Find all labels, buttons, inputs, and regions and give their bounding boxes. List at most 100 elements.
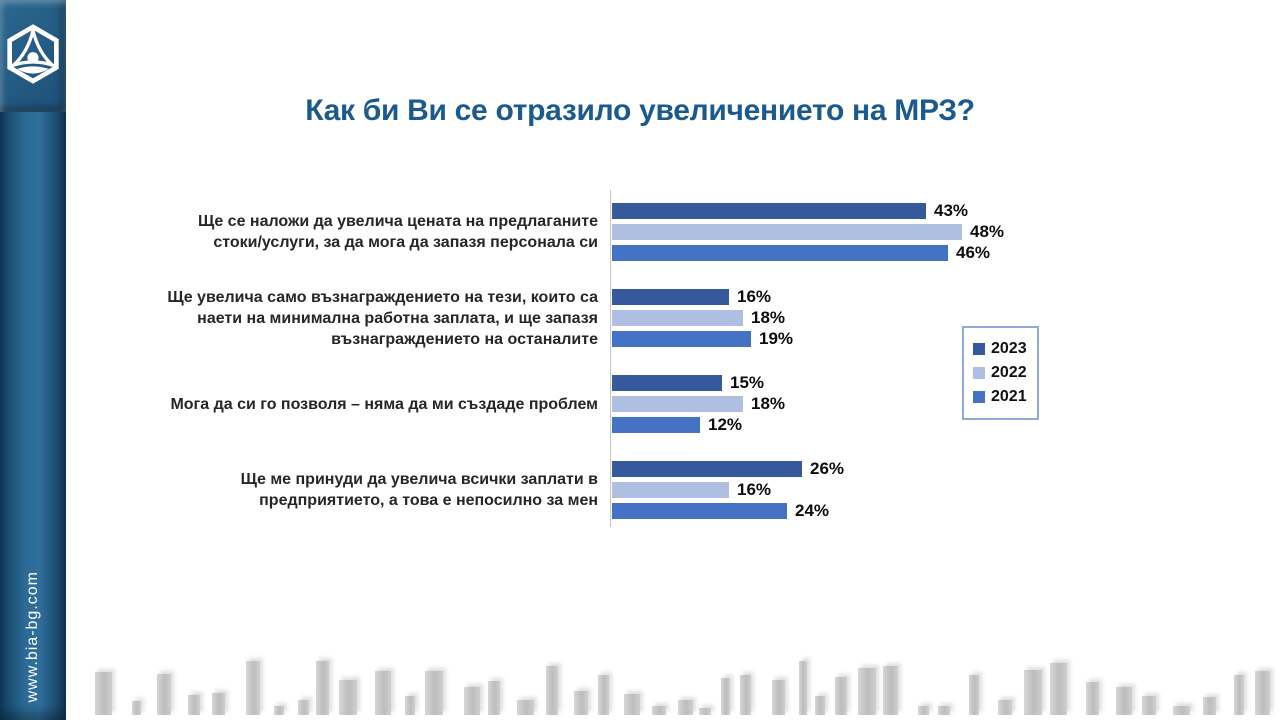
skyline-bar	[375, 671, 391, 715]
bar-value-label: 46%	[956, 243, 991, 262]
skyline-bar	[574, 691, 588, 715]
bar-value-label: 48%	[970, 222, 1005, 241]
skyline-bar	[1050, 663, 1067, 715]
bar-value-label: 24%	[795, 501, 830, 520]
bar-value-label: 18%	[751, 308, 786, 327]
skyline-bar	[1203, 697, 1216, 715]
skyline-bar	[95, 672, 112, 715]
bar-group: 43% 48% 46%	[612, 201, 1005, 262]
chart-legend: 2023 2022 2021	[962, 326, 1039, 420]
skyline-bar	[883, 666, 898, 715]
bar-row: 15%	[612, 373, 785, 392]
skyline-bar	[1255, 671, 1270, 715]
bar-row: 46%	[612, 243, 1004, 262]
skyline-bar	[188, 695, 200, 715]
bar-chart: Ще се наложи да увелича цената на предла…	[150, 190, 1050, 535]
legend-label: 2022	[991, 364, 1027, 381]
skyline-bar	[546, 666, 558, 715]
bar-row: 24%	[612, 501, 844, 520]
skyline-bar	[1142, 696, 1156, 715]
skyline-bar	[425, 671, 443, 715]
skyline-bar	[464, 687, 480, 715]
bar-value-label: 16%	[737, 480, 772, 499]
bar-value-label: 12%	[708, 415, 743, 434]
bar-row: 26%	[612, 459, 845, 478]
bar-2022	[612, 482, 729, 498]
bar-group: 26% 16% 24%	[612, 459, 845, 520]
legend-label: 2023	[991, 340, 1027, 357]
skyline-bar	[799, 661, 807, 715]
skyline-bar	[339, 680, 357, 715]
bar-value-label: 15%	[730, 373, 765, 392]
skyline-bar	[740, 675, 751, 715]
legend-entry: 2022	[973, 363, 1027, 383]
skyline-bar	[938, 706, 950, 715]
bar-2021	[612, 331, 751, 347]
legend-label: 2021	[991, 388, 1027, 405]
skyline-bar	[488, 681, 500, 715]
legend-entry: 2021	[973, 387, 1027, 407]
bar-row: 18%	[612, 308, 793, 327]
skyline-bar	[624, 694, 640, 715]
bar-2022	[612, 396, 743, 412]
bar-2022	[612, 310, 743, 326]
skyline-bar	[274, 706, 284, 715]
skyline-bar	[298, 700, 309, 715]
bar-row: 18%	[612, 394, 786, 413]
skyline-bar	[815, 696, 825, 715]
sidebar-url-text: www.bia-bg.com	[24, 570, 41, 702]
chart-group: Ще се наложи да увелича цената на предла…	[150, 201, 1050, 262]
skyline-bar	[212, 693, 225, 715]
logo-block	[0, 0, 66, 112]
bar-row: 16%	[612, 287, 793, 306]
chart-group: Ще увелича само възнаграждението на тези…	[150, 287, 1050, 348]
page-title: Как би Ви се отразило увеличението на МР…	[305, 94, 975, 127]
skyline-bar	[858, 668, 876, 715]
category-label: Мога да си го позволя – няма да ми създа…	[170, 395, 598, 413]
skyline-bar	[405, 696, 415, 715]
category-label: Ще увелича само възнаграждението на тези…	[167, 288, 598, 348]
skyline-bar	[835, 677, 847, 715]
skyline-bar	[598, 675, 609, 715]
skyline-bar	[772, 680, 785, 715]
legend-swatch-icon	[973, 343, 985, 355]
skyline-bar	[246, 661, 260, 715]
legend-swatch-icon	[973, 391, 985, 403]
bar-row: 16%	[612, 480, 844, 499]
bar-2023	[612, 461, 802, 477]
bar-row: 48%	[612, 222, 1005, 241]
bar-row: 43%	[612, 201, 1004, 220]
skyline-bar	[1173, 706, 1190, 715]
chart-groups: Ще се наложи да увелича цената на предла…	[150, 201, 1050, 547]
bar-value-label: 26%	[810, 459, 845, 478]
skyline-bar	[316, 661, 329, 715]
legend-swatch-icon	[973, 367, 985, 379]
bar-value-label: 43%	[934, 201, 969, 220]
bar-2023	[612, 203, 926, 219]
skyline-bar	[1024, 670, 1042, 715]
bar-2023	[612, 375, 722, 391]
bar-row: 19%	[612, 329, 793, 348]
skyline-bar	[918, 706, 929, 715]
skyline-bar	[969, 675, 979, 715]
skyline-bar	[517, 700, 534, 715]
category-label: Ще ме принуди да увелича всички заплати …	[240, 471, 598, 509]
skyline-bar	[157, 674, 171, 715]
bar-2022	[612, 224, 962, 240]
skyline-bar	[132, 701, 141, 715]
bar-value-label: 18%	[751, 394, 786, 413]
skyline-bar	[699, 708, 711, 715]
chart-group: Мога да си го позволя – няма да ми създа…	[150, 373, 1050, 434]
bar-value-label: 16%	[737, 287, 772, 306]
skyline-bar	[1116, 687, 1132, 715]
bar-group: 15% 18% 12%	[612, 373, 786, 434]
bar-2023	[612, 289, 729, 305]
bar-row: 12%	[612, 415, 785, 434]
skyline-bar	[998, 700, 1012, 715]
bar-2021	[612, 503, 787, 519]
bar-group: 16% 18% 19%	[612, 287, 793, 348]
skyline-decoration	[66, 653, 1280, 715]
category-label: Ще се наложи да увелича цената на предла…	[198, 213, 598, 251]
bar-2021	[612, 417, 700, 433]
